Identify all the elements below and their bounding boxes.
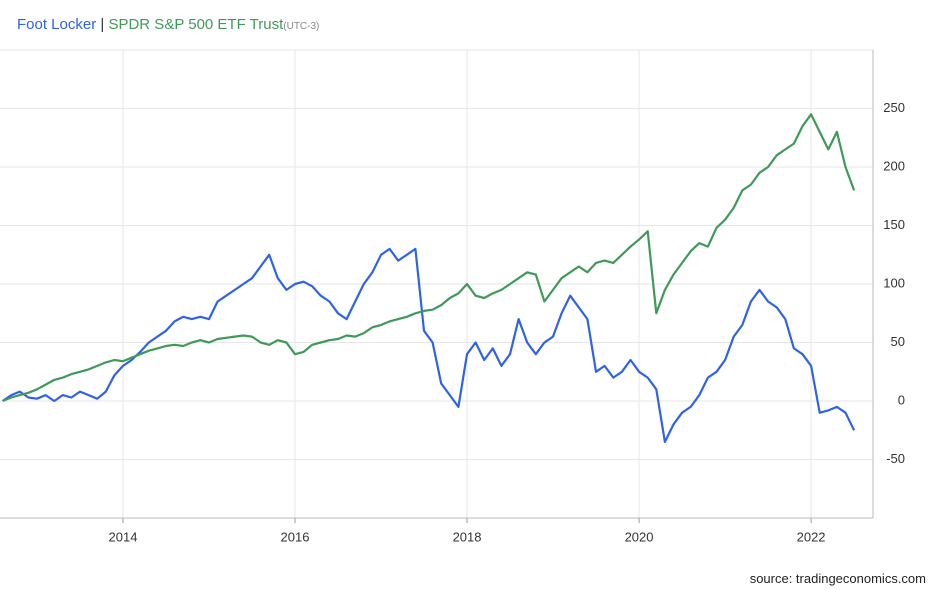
y-tick-label: 0 [898,392,905,407]
y-tick-label: -50 [886,451,905,466]
x-tick-label: 2020 [625,529,654,544]
legend-entry: Foot Locker [17,16,97,33]
x-tick-label: 2016 [281,529,310,544]
y-tick-label: 200 [883,158,905,173]
y-tick-label: 100 [883,275,905,290]
legend-separator: | [100,16,105,33]
legend: Foot Locker | SPDR S&P 500 ETF Trust(UTC… [17,16,319,33]
timezone: (UTC-3) [283,21,320,32]
x-tick-label: 2022 [797,529,826,544]
x-tick-label: 2018 [453,529,482,544]
line-series [1,247,856,443]
y-tick-label: 50 [891,334,905,349]
source: source: tradingeconomics.com [749,571,926,586]
line-series [2,113,856,403]
x-tick-label: 2014 [109,529,138,544]
y-tick-label: 150 [883,217,905,232]
legend-entry: SPDR S&P 500 ETF Trust [108,16,284,33]
y-tick-label: 250 [883,100,905,115]
